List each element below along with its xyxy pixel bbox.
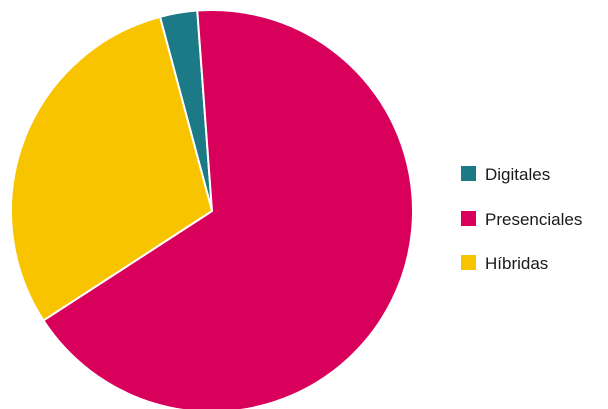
- pie-slice-presenciales: [42, 9, 414, 409]
- legend-swatch-digitales: [461, 166, 476, 181]
- legend-swatch-presenciales: [461, 211, 476, 226]
- legend-entry-presenciales: Presenciales: [461, 210, 582, 229]
- legend-entry-digitales: Digitales: [461, 165, 550, 184]
- legend: Digitales Presenciales Híbridas: [461, 165, 582, 273]
- legend-label-presenciales: Presenciales: [485, 210, 582, 229]
- pie-slice-hibridas: [10, 15, 213, 322]
- legend-swatch-hibridas: [461, 255, 476, 270]
- pie-slices: [10, 9, 414, 409]
- legend-label-hibridas: Híbridas: [485, 254, 548, 273]
- legend-label-digitales: Digitales: [485, 165, 550, 184]
- legend-entry-hibridas: Híbridas: [461, 254, 548, 273]
